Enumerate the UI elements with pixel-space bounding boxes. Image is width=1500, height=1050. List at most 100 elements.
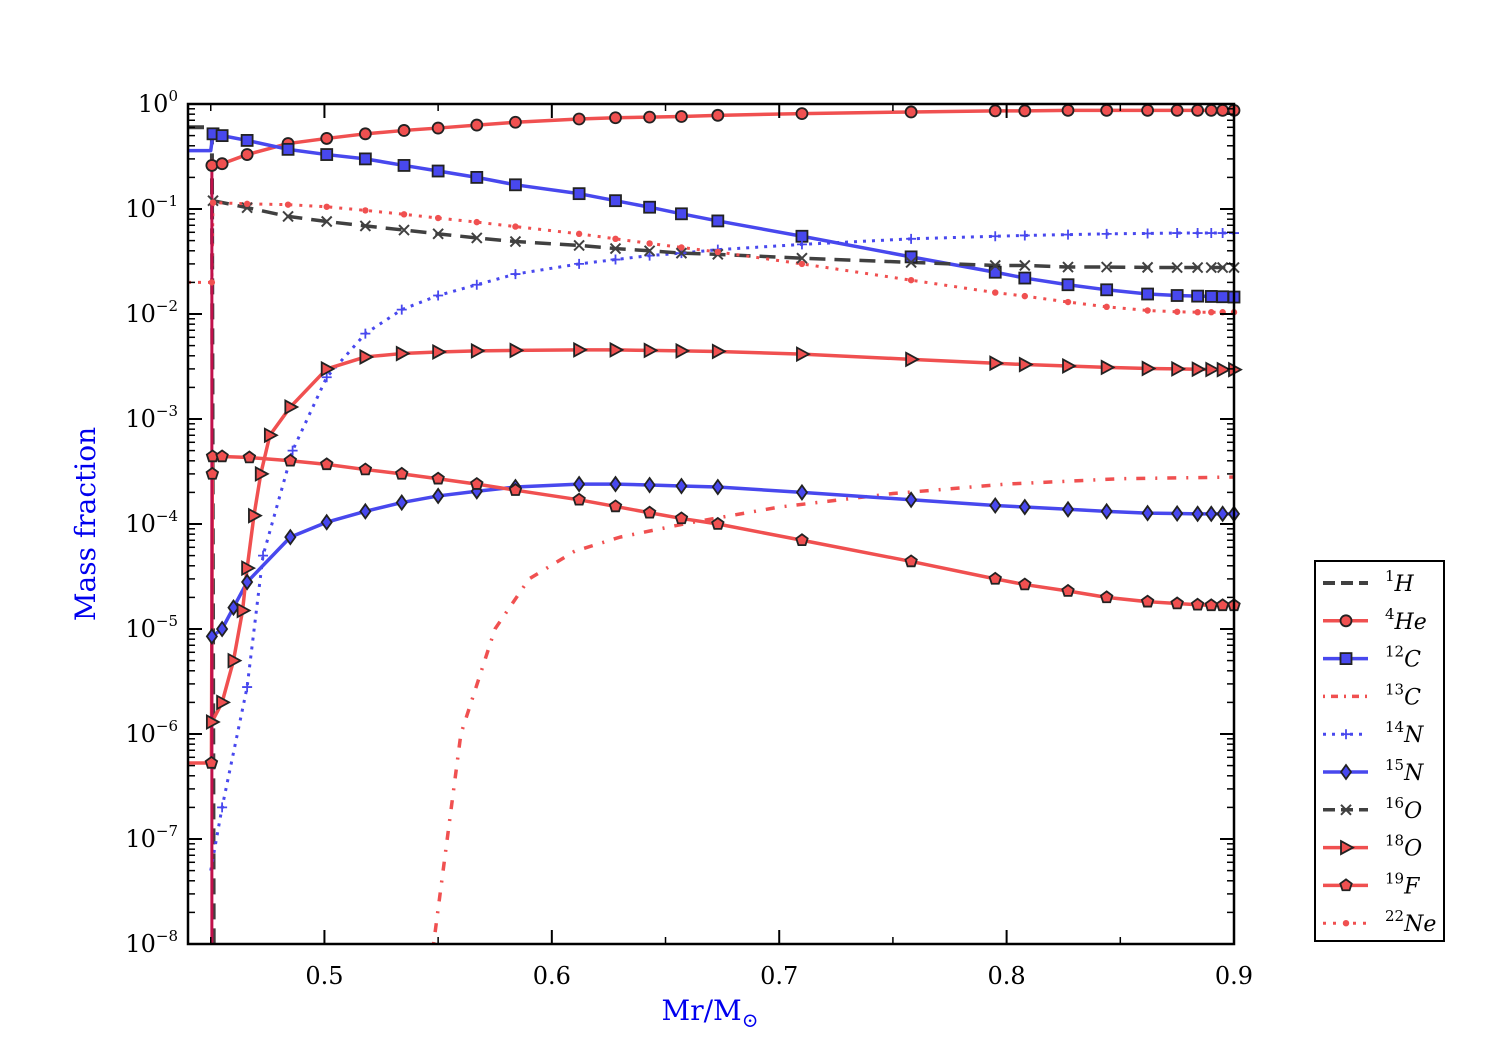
data-point-ne22 — [1208, 309, 1215, 316]
data-point-c12 — [1100, 283, 1114, 297]
data-point-o18 — [1100, 359, 1116, 376]
data-point-n15 — [1141, 504, 1154, 522]
data-point-c12 — [572, 187, 586, 201]
data-point-n15 — [241, 573, 254, 591]
legend-label-n15: 15N — [1385, 756, 1424, 786]
data-point-ne22 — [1021, 292, 1028, 300]
data-point-o16 — [432, 228, 444, 240]
data-point-he4 — [988, 104, 1002, 118]
data-point-o16 — [1171, 261, 1183, 274]
data-point-f19 — [508, 483, 523, 496]
data-point-o18 — [227, 652, 243, 669]
legend-marker-f19 — [1339, 878, 1353, 892]
legend-marker-n15 — [1339, 763, 1353, 781]
y-tick-base: 10 — [125, 615, 156, 643]
data-point-c12 — [240, 134, 254, 147]
data-point-c12 — [215, 129, 229, 143]
data-point-o18 — [1205, 361, 1221, 378]
data-point-f19 — [572, 492, 586, 506]
data-point-n14 — [796, 239, 807, 250]
data-point-n15 — [216, 620, 229, 638]
y-tick-exponent: −1 — [156, 192, 178, 210]
data-point-o18 — [989, 355, 1005, 372]
data-point-n15 — [1018, 498, 1031, 516]
data-point-f19 — [988, 571, 1003, 585]
data-point-n14 — [1206, 228, 1217, 239]
tick-label-layer: 0.5 0.6 0.7 0.8 0.910010−110−210−310−410−510… — [125, 87, 1253, 990]
y-tick-label: 10−6 — [125, 717, 178, 748]
legend-label-f19: 19F — [1385, 869, 1420, 899]
series-line-o16 — [212, 198, 1234, 270]
data-point-n15 — [711, 478, 724, 496]
data-point-f19 — [711, 516, 725, 530]
y-tick-base: 10 — [125, 195, 156, 223]
x-tick-label: 0.5 — [305, 962, 343, 990]
data-point-ne22 — [992, 289, 999, 296]
data-point-n14 — [217, 802, 228, 813]
data-point-o16 — [471, 232, 483, 244]
x-tick-label: 0.7 — [760, 962, 798, 990]
data-point-ne22 — [208, 279, 216, 286]
y-tick-label: 10−8 — [125, 927, 178, 958]
y-tick-exponent: −7 — [156, 822, 178, 840]
data-point-f19 — [1140, 594, 1155, 608]
data-point-o16 — [675, 247, 688, 259]
data-point-o18 — [359, 348, 375, 365]
data-point-f19 — [319, 457, 334, 471]
y-tick-base: 10 — [125, 720, 156, 748]
data-point-f19 — [431, 471, 445, 485]
legend-label-element: O — [1404, 837, 1422, 862]
data-point-o18 — [395, 345, 411, 362]
data-point-he4 — [1141, 103, 1154, 117]
legend-label-he4: 4He — [1385, 605, 1427, 635]
data-point-o18 — [205, 714, 221, 731]
data-point-c12 — [1018, 271, 1032, 285]
legend-marker-o18 — [1340, 839, 1355, 856]
data-point-n14 — [510, 269, 521, 280]
data-point-o16 — [1019, 259, 1031, 272]
data-point-n15 — [284, 528, 297, 546]
data-point-he4 — [1216, 103, 1230, 117]
x-tick-label: 0.8 — [988, 962, 1026, 990]
legend-marker-o16 — [1340, 804, 1352, 816]
data-point-he4 — [1204, 103, 1218, 117]
legend-label-o18: 18O — [1385, 832, 1422, 862]
x-axis-title-main: Mr/M — [662, 994, 742, 1027]
legend-marker-ne22 — [1342, 920, 1350, 927]
marker-layer — [204, 103, 1243, 813]
data-point-he4 — [1061, 103, 1075, 117]
data-point-o16 — [321, 215, 333, 228]
data-point-o18 — [284, 399, 300, 416]
data-point-ne22 — [714, 248, 722, 256]
data-point-n14 — [1063, 229, 1073, 240]
data-point-n15 — [320, 513, 333, 531]
legend-label-o16: 16O — [1385, 794, 1422, 824]
data-point-o18 — [1141, 360, 1157, 377]
data-point-ne22 — [907, 276, 915, 284]
data-point-he4 — [711, 108, 725, 122]
y-tick-base: 10 — [125, 405, 156, 433]
data-point-o18 — [643, 342, 659, 359]
x-axis-title-sub: ⊙ — [742, 1008, 759, 1032]
legend-label-element: He — [1394, 610, 1427, 635]
series-line-n15 — [210, 482, 1234, 638]
series-line-f19 — [188, 454, 1234, 765]
data-point-n15 — [1216, 505, 1229, 523]
data-point-he4 — [795, 107, 809, 121]
data-point-o18 — [905, 351, 920, 368]
data-point-he4 — [1100, 103, 1114, 117]
y-tick-base: 10 — [138, 90, 169, 118]
data-point-o18 — [609, 341, 625, 358]
data-point-o16 — [241, 201, 253, 214]
series-line-h1 — [188, 125, 216, 944]
y-tick-exponent: −2 — [156, 297, 178, 315]
data-point-c12 — [1204, 290, 1218, 303]
data-point-n15 — [1191, 505, 1204, 523]
data-point-n15 — [1171, 504, 1184, 523]
data-point-n14 — [610, 254, 621, 265]
y-tick-exponent: −4 — [156, 507, 178, 525]
data-point-f19 — [1215, 598, 1230, 612]
data-point-o18 — [1062, 357, 1077, 374]
